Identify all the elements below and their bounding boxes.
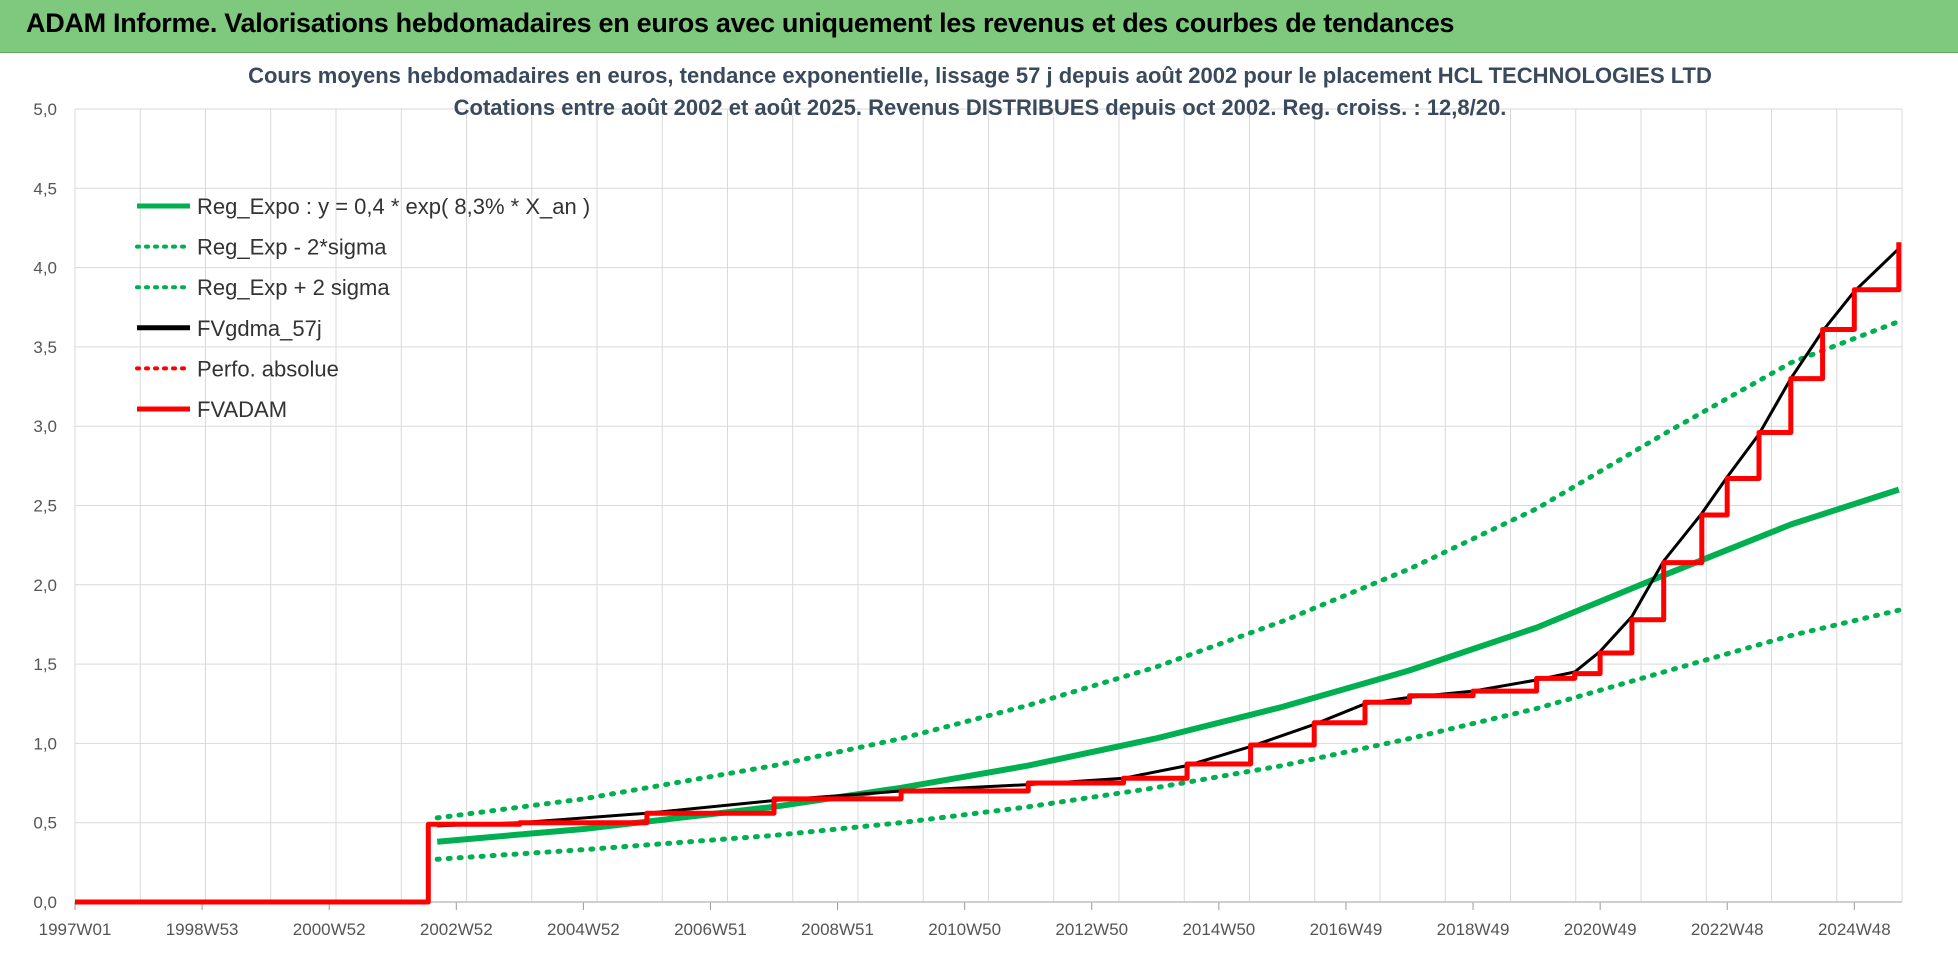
series-line-2 bbox=[434, 319, 1902, 821]
y-tick-label: 1,5 bbox=[33, 655, 57, 674]
x-tick-label: 2016W49 bbox=[1310, 920, 1383, 939]
y-tick-label: 0,5 bbox=[33, 814, 57, 833]
y-tick-label: 1,0 bbox=[33, 734, 57, 753]
y-tick-label: 5,0 bbox=[33, 100, 57, 119]
y-tick-label: 4,0 bbox=[33, 259, 57, 278]
y-tick-label: 0,0 bbox=[33, 893, 57, 912]
grid bbox=[74, 108, 1903, 903]
y-tick-label: 2,0 bbox=[33, 576, 57, 595]
x-tick-label: 2024W48 bbox=[1818, 920, 1891, 939]
axes: 0,0 0,5 1,0 1,5 2,0 2,5 3,0 3,5 4,0 4,5 5,0 1997W01… bbox=[33, 100, 1902, 939]
y-tick-label: 3,5 bbox=[33, 338, 57, 357]
legend-label: Perfo. absolue bbox=[197, 356, 339, 381]
y-tick-label: 2,5 bbox=[33, 497, 57, 516]
y-tick-label: 4,5 bbox=[33, 179, 57, 198]
x-tick-label: 1998W53 bbox=[166, 920, 239, 939]
x-tick-label: 2004W52 bbox=[547, 920, 620, 939]
x-tick-label: 2000W52 bbox=[293, 920, 366, 939]
x-tick-label: 2014W50 bbox=[1182, 920, 1255, 939]
chart: 0,0 0,5 1,0 1,5 2,0 2,5 3,0 3,5 4,0 4,5 5,0 1997W01… bbox=[33, 63, 1903, 939]
legend: Reg_Expo : y = 0,4 * exp( 8,3% * X_an ) R… bbox=[135, 194, 590, 422]
x-tick-label: 2010W50 bbox=[928, 920, 1001, 939]
series-line-3 bbox=[437, 247, 1900, 828]
legend-label: Reg_Exp + 2 sigma bbox=[197, 275, 390, 300]
y-tick-label: 3,0 bbox=[33, 417, 57, 436]
x-tick-label: 2022W48 bbox=[1691, 920, 1764, 939]
chart-frame: 0,0 0,5 1,0 1,5 2,0 2,5 3,0 3,5 4,0 4,5 5,0 1997W01… bbox=[0, 53, 1958, 978]
x-tick-label: 1997W01 bbox=[39, 920, 112, 939]
series-line-1 bbox=[434, 607, 1902, 862]
x-tick-label: 2020W49 bbox=[1564, 920, 1637, 939]
legend-label: Reg_Expo : y = 0,4 * exp( 8,3% * X_an ) bbox=[197, 194, 590, 219]
report-header: ADAM Informe. Valorisations hebdomadaire… bbox=[0, 0, 1958, 53]
legend-label: FVADAM bbox=[197, 397, 287, 422]
chart-title-line1: Cours moyens hebdomadaires en euros, ten… bbox=[248, 63, 1712, 88]
x-tick-label: 2012W50 bbox=[1055, 920, 1128, 939]
series-line-0 bbox=[436, 486, 1900, 845]
report-title: ADAM Informe. Valorisations hebdomadaire… bbox=[26, 8, 1455, 38]
series bbox=[75, 242, 1902, 905]
x-tick-label: 2006W51 bbox=[674, 920, 747, 939]
chart-title-line2: Cotations entre août 2002 et août 2025. … bbox=[454, 95, 1507, 120]
series-line-5 bbox=[75, 242, 1902, 905]
x-tick-label: 2008W51 bbox=[801, 920, 874, 939]
legend-label: Reg_Exp - 2*sigma bbox=[197, 235, 387, 260]
x-tick-label: 2002W52 bbox=[420, 920, 493, 939]
legend-label: FVgdma_57j bbox=[197, 316, 322, 341]
x-tick-label: 2018W49 bbox=[1437, 920, 1510, 939]
